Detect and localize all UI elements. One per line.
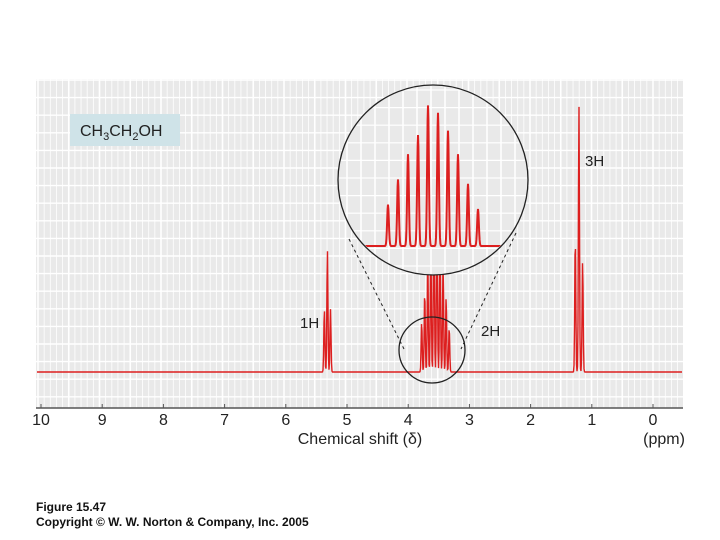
- x-tick-label: 7: [220, 412, 229, 429]
- copyright-caption: Copyright © W. W. Norton & Company, Inc.…: [36, 515, 309, 529]
- x-tick-label: 1: [587, 412, 596, 429]
- x-tick-label: 2: [526, 412, 535, 429]
- magnifier-large-circle: [337, 84, 529, 276]
- annotation-2h: 2H: [481, 323, 500, 340]
- magnifier-dashed-line-left: [348, 238, 405, 350]
- spectrum-layer: [37, 106, 682, 373]
- x-tick-label: 5: [343, 412, 352, 429]
- x-tick-label: 6: [281, 412, 290, 429]
- x-tick-label: 10: [32, 412, 50, 429]
- zoom-spectrum-trace: [360, 105, 505, 247]
- x-axis-unit: (ppm): [643, 431, 685, 448]
- annotation-1h: 1H: [300, 315, 319, 332]
- compound-label-box: [70, 114, 180, 146]
- x-axis-label: Chemical shift (δ): [298, 431, 422, 448]
- figure-caption: Figure 15.47: [36, 500, 107, 514]
- x-tick-label: 4: [404, 412, 413, 429]
- magnifier-small-circle: [398, 316, 466, 384]
- x-tick-label: 9: [98, 412, 107, 429]
- zoom-spectrum: [360, 105, 505, 247]
- x-tick-label: 8: [159, 412, 168, 429]
- x-tick-label: 3: [465, 412, 474, 429]
- compound-formula: CH3CH2OH: [80, 123, 162, 143]
- annotation-3h: 3H: [585, 153, 604, 170]
- spectrum-trace: [37, 106, 682, 373]
- x-axis-ticks: 10 9 8 7 6 5 4 3 2 1 0: [32, 404, 658, 429]
- x-tick-label: 0: [649, 412, 658, 429]
